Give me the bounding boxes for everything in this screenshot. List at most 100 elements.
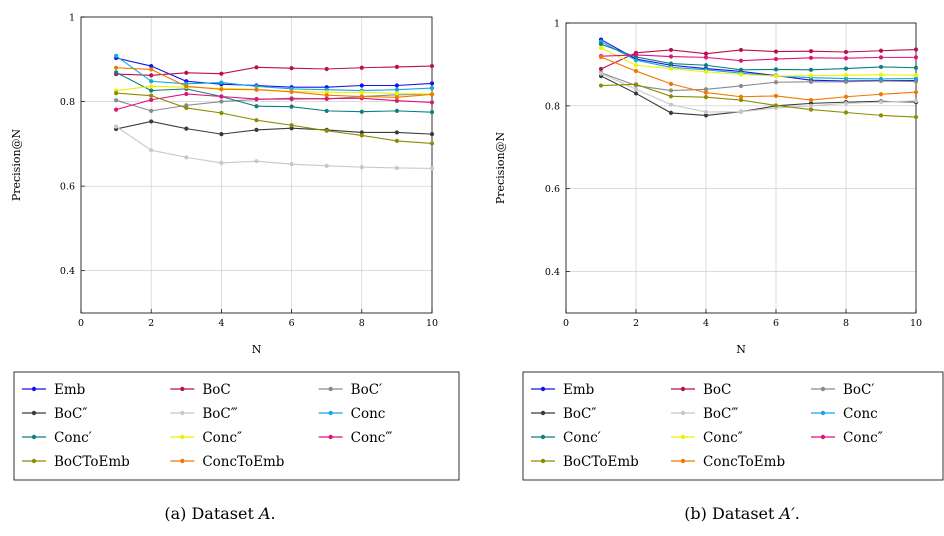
data-point	[633, 58, 639, 63]
chart-panel-b: 0 2 4 6 8 10 0.4 0.6 0.8 1 N Precision@N Emb BoC BoC′ B…	[494, 19, 944, 523]
data-point	[324, 96, 329, 101]
series-line	[600, 56, 917, 101]
series-line	[600, 43, 917, 71]
series-line	[115, 55, 433, 92]
data-point	[668, 81, 674, 86]
data-point	[738, 83, 744, 89]
grid	[81, 17, 432, 313]
data-point	[149, 108, 154, 113]
data-point	[184, 70, 189, 75]
x-tick-label: 0	[563, 318, 569, 329]
data-point	[114, 70, 119, 75]
legend-item: ConcToEmb	[671, 454, 785, 470]
data-point	[598, 42, 604, 47]
x-tick-label: 0	[78, 318, 84, 329]
series-line	[116, 67, 433, 98]
data-point	[773, 67, 779, 72]
data-point	[394, 91, 399, 96]
legend-label: ConcToEmb	[703, 454, 785, 470]
data-point	[808, 55, 814, 60]
data-point	[598, 71, 604, 76]
caption-suffix: .	[795, 504, 800, 523]
data-point	[219, 71, 224, 76]
caption-variable: A	[257, 504, 271, 523]
data-point	[808, 67, 814, 72]
legend-item: Emb	[531, 382, 594, 398]
y-axis-label: Precision@N	[10, 128, 23, 201]
series-6	[114, 70, 435, 115]
legend-item: BoC″	[22, 406, 87, 422]
data-point	[913, 47, 919, 52]
legend-swatch-marker	[328, 434, 333, 440]
data-point	[429, 63, 435, 69]
legend-box	[522, 371, 944, 481]
data-point	[878, 113, 884, 118]
series-line	[115, 120, 433, 135]
data-point	[324, 163, 329, 168]
x-tick-label: 6	[773, 318, 779, 329]
data-point	[738, 97, 744, 103]
series-6	[598, 42, 919, 72]
x-axis-label: N	[736, 343, 746, 356]
data-point	[184, 105, 189, 111]
data-point	[394, 138, 399, 143]
data-point	[773, 73, 779, 79]
legend-label: Conc′	[563, 430, 601, 446]
data-point	[668, 47, 674, 53]
legend-label: Conc‴	[351, 430, 393, 446]
data-point	[114, 53, 119, 59]
legend-swatch-marker	[820, 386, 826, 392]
series-9	[114, 91, 435, 146]
data-point	[394, 130, 399, 135]
data-point	[598, 54, 604, 60]
legend-label: Conc	[351, 406, 386, 422]
data-point	[668, 54, 674, 59]
legend-swatch-marker	[328, 386, 333, 392]
data-point	[668, 110, 674, 115]
data-point	[808, 49, 814, 54]
data-point	[808, 97, 814, 103]
legend-swatch-marker	[820, 434, 826, 440]
x-tick-label: 2	[633, 318, 639, 329]
data-point	[843, 49, 849, 55]
y-tick-label: 1	[554, 19, 560, 30]
legend-label: BoCToEmb	[563, 454, 639, 470]
data-point	[668, 66, 674, 71]
data-point	[633, 87, 639, 92]
data-point	[149, 97, 154, 102]
data-point	[773, 80, 779, 85]
y-tick-label: 0.4	[545, 267, 560, 278]
data-point	[254, 84, 259, 89]
data-point	[843, 110, 849, 115]
data-point	[184, 91, 189, 97]
data-point	[219, 99, 224, 104]
series-2	[114, 92, 435, 113]
series-8	[114, 91, 435, 112]
data-point	[219, 80, 224, 85]
data-point	[429, 85, 435, 91]
legend-swatch-marker	[540, 458, 546, 464]
legend-label: Conc″	[202, 430, 242, 446]
data-point	[429, 141, 435, 146]
series-4	[114, 124, 435, 171]
data-point	[324, 90, 329, 95]
legend-swatch-marker	[328, 410, 333, 416]
data-point	[843, 79, 849, 84]
legend-label: BoC′	[351, 382, 382, 398]
data-point	[703, 109, 709, 115]
data-point	[633, 52, 639, 58]
data-point	[219, 132, 224, 137]
data-point	[913, 114, 919, 120]
series-line	[600, 73, 917, 113]
data-point	[394, 95, 399, 100]
legend-label: Conc″	[843, 430, 883, 446]
data-point	[149, 79, 154, 84]
legend-label: ConcToEmb	[202, 454, 284, 470]
legend-item: BoC′	[318, 382, 382, 398]
data-point	[359, 133, 364, 138]
legend-box	[13, 371, 460, 481]
legend-label: BoC‴	[202, 406, 237, 422]
data-point	[219, 94, 224, 99]
data-point	[913, 55, 919, 60]
x-tick-label: 6	[289, 318, 295, 329]
